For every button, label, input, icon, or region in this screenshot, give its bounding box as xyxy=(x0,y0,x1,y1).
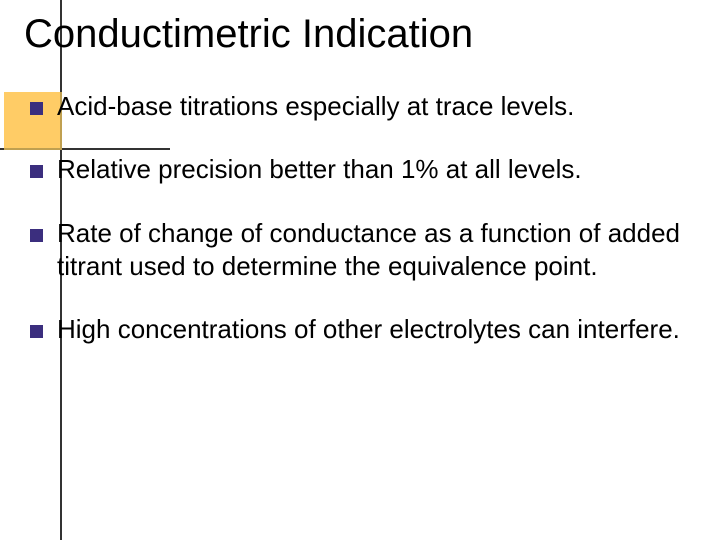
list-item: Relative precision better than 1% at all… xyxy=(30,153,710,186)
slide-body: Acid-base titrations especially at trace… xyxy=(30,90,710,376)
list-item-text: High concentrations of other electrolyte… xyxy=(57,313,710,346)
list-item-text: Rate of change of conductance as a funct… xyxy=(57,217,710,284)
list-item: High concentrations of other electrolyte… xyxy=(30,313,710,346)
bullet-icon xyxy=(30,102,43,115)
list-item: Rate of change of conductance as a funct… xyxy=(30,217,710,284)
slide-title: Conductimetric Indication xyxy=(24,12,473,57)
list-item: Acid-base titrations especially at trace… xyxy=(30,90,710,123)
bullet-icon xyxy=(30,325,43,338)
list-item-text: Relative precision better than 1% at all… xyxy=(57,153,710,186)
bullet-icon xyxy=(30,229,43,242)
list-item-text: Acid-base titrations especially at trace… xyxy=(57,90,710,123)
bullet-icon xyxy=(30,165,43,178)
